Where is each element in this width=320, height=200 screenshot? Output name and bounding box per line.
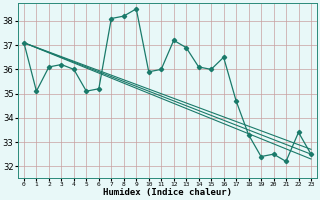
- X-axis label: Humidex (Indice chaleur): Humidex (Indice chaleur): [103, 188, 232, 197]
